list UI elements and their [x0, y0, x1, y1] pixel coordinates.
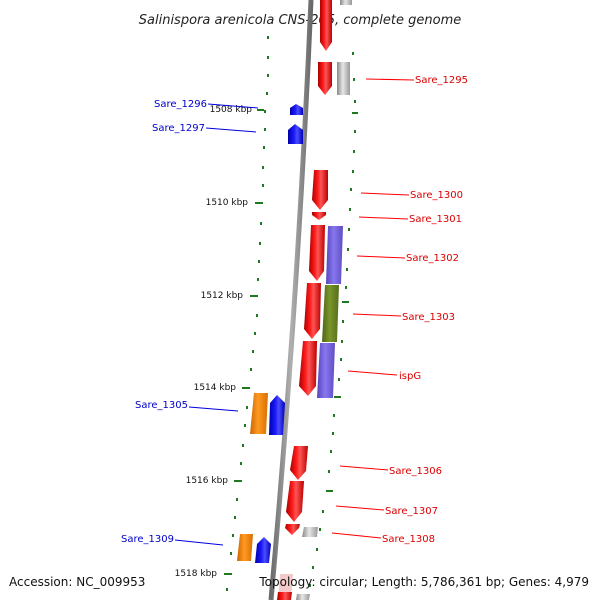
- gene-label-sare-1305[interactable]: Sare_1305: [135, 400, 188, 411]
- gene-sare-1307[interactable]: [286, 481, 304, 522]
- accession-text: Accession: NC_009953: [9, 575, 145, 589]
- label-leader: [188, 406, 239, 412]
- gene-sare-1309[interactable]: [237, 534, 271, 563]
- map-title: Salinispora arenicola CNS-205, complete …: [139, 13, 461, 28]
- gene-sare-1300[interactable]: [312, 170, 328, 210]
- gene-label-sare-1308[interactable]: Sare_1308: [382, 534, 435, 545]
- feature-bottom-partial[interactable]: [277, 574, 310, 600]
- topology-text: Topology: circular; Length: 5,786,361 bp…: [258, 575, 589, 589]
- gene-label-sare-1303[interactable]: Sare_1303: [402, 312, 455, 323]
- tick-label: 1514 kbp: [194, 383, 237, 393]
- gene-sare-1296[interactable]: [290, 104, 303, 115]
- gene-label-sare-1300[interactable]: Sare_1300: [410, 190, 463, 201]
- gene-label-sare-1309[interactable]: Sare_1309: [121, 534, 174, 545]
- kbp-tick-1508: 1508 kbp: [210, 105, 264, 115]
- kbp-tick-1512: 1512 kbp: [201, 291, 258, 301]
- inner-tick-ring: [226, 36, 269, 591]
- label-leader: [347, 370, 398, 376]
- feature-top-partial[interactable]: [320, 0, 352, 51]
- gene-label-ispg[interactable]: ispG: [399, 371, 421, 382]
- kbp-tick-1516: 1516 kbp: [186, 476, 242, 486]
- tick-label: 1518 kbp: [175, 569, 218, 579]
- gene-sare-1305[interactable]: [250, 393, 285, 435]
- tick-label: 1516 kbp: [186, 476, 229, 486]
- label-leader: [331, 532, 382, 539]
- label-leader: [335, 505, 385, 511]
- tick-label: 1508 kbp: [210, 105, 253, 115]
- gene-label-sare-1297[interactable]: Sare_1297: [152, 123, 205, 134]
- outer-tick-ring: [309, 52, 358, 587]
- tick-label: 1512 kbp: [201, 291, 244, 301]
- gene-sare-1295[interactable]: [318, 62, 350, 95]
- gene-label-sare-1295[interactable]: Sare_1295: [415, 75, 468, 86]
- gene-label-sare-1307[interactable]: Sare_1307: [385, 506, 438, 517]
- kbp-tick-1514: 1514 kbp: [194, 383, 250, 393]
- gene-label-sare-1302[interactable]: Sare_1302: [406, 253, 459, 264]
- gene-sare-1306[interactable]: [290, 446, 308, 480]
- label-leader: [358, 216, 409, 220]
- label-leader: [356, 255, 406, 259]
- gene-sare-1308[interactable]: [285, 524, 318, 537]
- tick-label: 1510 kbp: [206, 198, 249, 208]
- label-leader: [207, 103, 259, 109]
- gene-sare-1301[interactable]: [312, 212, 326, 220]
- gene-sare-1303[interactable]: [304, 283, 339, 342]
- label-leader: [352, 313, 402, 317]
- gene-sare-1302[interactable]: [309, 225, 343, 284]
- label-leader: [174, 539, 224, 546]
- label-leader: [205, 127, 257, 133]
- genome-backbone: [268, 0, 314, 600]
- label-leader: [339, 465, 389, 471]
- gene-label-sare-1301[interactable]: Sare_1301: [409, 214, 462, 225]
- label-leader: [360, 192, 410, 196]
- label-leader: [365, 78, 415, 81]
- kbp-tick-1518: 1518 kbp: [175, 569, 232, 579]
- gene-ispg[interactable]: [299, 341, 335, 398]
- gene-label-sare-1306[interactable]: Sare_1306: [389, 466, 442, 477]
- gene-label-sare-1296[interactable]: Sare_1296: [154, 99, 207, 110]
- gene-sare-1297[interactable]: [288, 124, 303, 144]
- kbp-tick-1510: 1510 kbp: [206, 198, 263, 208]
